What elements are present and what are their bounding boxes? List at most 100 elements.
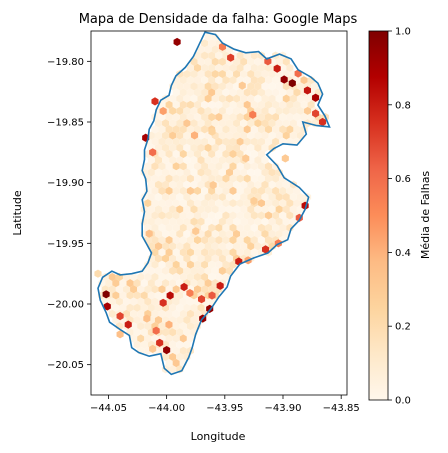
hexbin-cell xyxy=(172,322,180,331)
hexbin-cell xyxy=(172,260,180,269)
hexbin-cell xyxy=(112,291,120,300)
hexbin-cell xyxy=(289,131,297,140)
hexbin-cell xyxy=(197,254,205,263)
hexbin-cell xyxy=(162,131,170,140)
hexbin-cell xyxy=(279,88,287,97)
hexbin-cell xyxy=(183,94,191,103)
hexbin-cell xyxy=(257,88,265,97)
hexbin-cell xyxy=(183,82,191,91)
hexbin-cell xyxy=(176,119,184,128)
hexbin-cell xyxy=(257,113,265,122)
hexbin-cell xyxy=(176,242,184,251)
hexbin-cell xyxy=(204,242,212,251)
hexbin-cell xyxy=(247,131,255,140)
hexbin-cell xyxy=(162,168,170,177)
colorbar-ticks: 0.0 0.2 0.4 0.6 0.8 1.0 xyxy=(388,27,411,407)
hexbin-cell xyxy=(169,266,177,275)
hexbin-cell xyxy=(162,180,170,189)
hexbin-cell xyxy=(140,340,148,349)
hexbin-cell xyxy=(197,57,205,66)
hexbin-cell xyxy=(215,76,223,85)
hexbin-cell xyxy=(264,125,273,134)
hexbin-cell xyxy=(193,113,202,122)
hexbin-cell xyxy=(186,260,194,269)
hexbin-cell xyxy=(215,272,223,282)
hexbin-cell xyxy=(243,100,251,109)
hexbin-cell xyxy=(204,229,212,239)
hexbin-cell xyxy=(172,113,180,122)
hexbin-cell xyxy=(264,100,273,109)
hexbin-cell xyxy=(165,309,173,318)
hexbin-cell xyxy=(211,266,219,275)
hexbin-cell xyxy=(172,236,180,245)
hexbin-cell xyxy=(275,168,283,177)
hexbin-cell xyxy=(165,174,173,183)
hexbin-cell xyxy=(208,39,216,48)
hexbin-cell xyxy=(233,205,241,214)
hexbin-cell xyxy=(311,82,319,91)
hexbin-cell xyxy=(229,236,237,245)
hexbin-cell xyxy=(169,254,177,263)
hexbin-cell xyxy=(233,192,241,202)
hexbin-cell xyxy=(165,137,173,146)
y-tick-label: −19.90 xyxy=(47,178,84,189)
hexbin-cell xyxy=(147,131,155,140)
hexbin-cell xyxy=(208,272,216,282)
hexbin-cell xyxy=(282,205,290,214)
hexbin-cell xyxy=(250,248,258,257)
colorbar xyxy=(368,30,389,401)
hexbin-cell xyxy=(179,309,187,318)
hexbin-cell xyxy=(183,180,191,189)
hexbin-cell xyxy=(264,76,273,85)
hexbin-cell xyxy=(250,125,258,134)
hexbin-cell xyxy=(176,217,184,226)
hexbin-cell xyxy=(105,279,113,288)
hexbin-cell xyxy=(179,260,187,269)
hexbin-cell xyxy=(229,211,237,220)
hexbin-cell xyxy=(236,223,244,232)
hexbin-cell xyxy=(296,94,305,103)
hexbin-cell xyxy=(286,113,294,122)
hexbin-cell xyxy=(268,229,276,239)
hexbin-cell xyxy=(215,260,223,269)
hexbin-cell xyxy=(218,168,226,177)
hexbin-cell xyxy=(162,217,170,226)
hexbin-cell xyxy=(282,106,290,116)
hexbin-cell xyxy=(275,217,283,226)
hexbin-cell xyxy=(190,143,198,152)
hexbin-cell xyxy=(112,279,120,288)
hexbin-cell xyxy=(215,211,223,220)
hexbin-cell xyxy=(211,106,219,116)
hexbin-cell xyxy=(197,131,205,140)
hexbin-cell xyxy=(179,174,187,183)
hexbin-cell xyxy=(254,217,262,226)
hexbin-cell xyxy=(197,279,205,288)
hexbin-hotspot xyxy=(149,344,157,353)
hexbin-cell xyxy=(240,229,248,239)
hexbin-cell xyxy=(172,285,180,294)
hexbin-cell xyxy=(289,94,297,103)
hexbin-cell xyxy=(165,100,173,109)
hexbin-cell xyxy=(286,223,294,232)
hexbin-cell xyxy=(257,162,265,171)
hexbin-cell xyxy=(211,33,219,42)
hexbin-cell xyxy=(169,94,177,103)
hexbin-cell xyxy=(133,303,141,312)
hexbin-cell xyxy=(215,125,223,134)
colorbar-tick-label: 0.2 xyxy=(395,322,411,333)
hexbin-cell xyxy=(176,229,184,239)
hexbin-cell xyxy=(211,217,219,226)
hexbin-cell xyxy=(193,186,202,195)
hexbin-cell xyxy=(293,125,301,134)
hexbin-cell xyxy=(233,229,241,239)
hexbin-cell xyxy=(229,63,237,72)
hexbin-cell xyxy=(261,192,269,202)
hexbin-cell xyxy=(250,162,258,171)
hexbin-cell xyxy=(190,82,198,91)
hexbin-cell xyxy=(144,272,152,282)
hexbin-cell xyxy=(201,174,209,183)
hexbin-cell xyxy=(169,168,177,177)
hexbin-cell xyxy=(243,211,251,220)
hexbin-cell xyxy=(243,76,251,85)
hexbin-cell xyxy=(264,186,273,195)
